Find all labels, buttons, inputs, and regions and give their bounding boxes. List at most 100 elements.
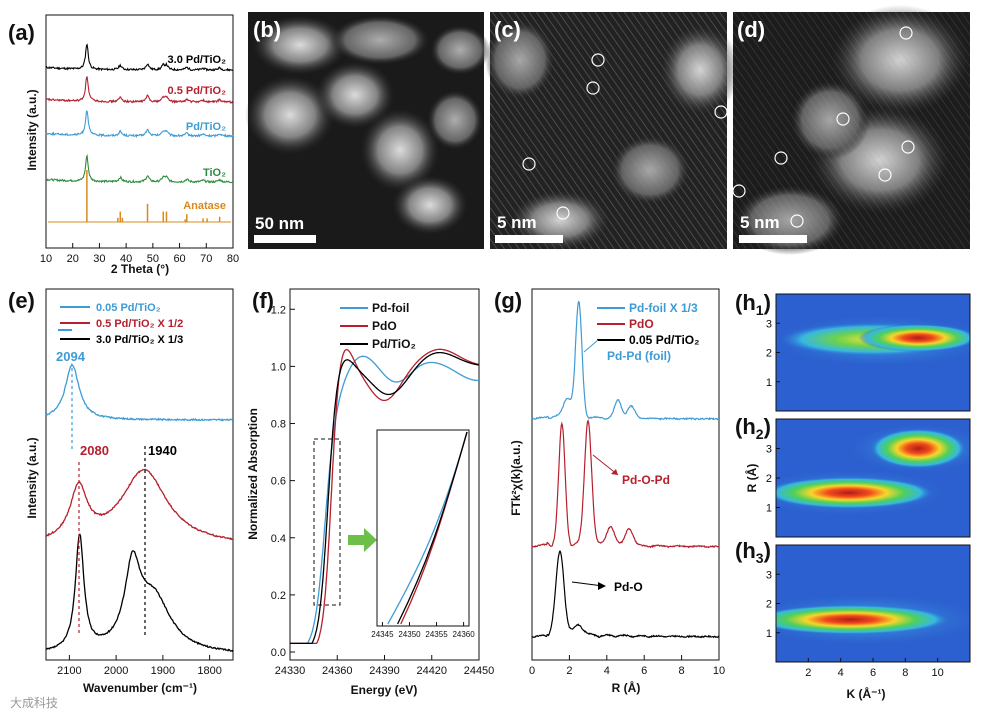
a-x-tick-label: 50 bbox=[147, 253, 159, 265]
h-y-tick-label: 2 bbox=[766, 348, 772, 360]
inset-frame-f bbox=[376, 429, 470, 627]
legend-f-pdo: PdO bbox=[372, 319, 397, 333]
wt-max-h2b bbox=[870, 428, 967, 469]
heatmaps-h: 1 2 3 1 2 3 1 2 3 2 4 6 8 10 bbox=[766, 293, 971, 679]
wt-max-h3 bbox=[776, 604, 951, 635]
g-x-tick-label: 4 bbox=[604, 665, 610, 677]
x-axis-label-a: 2 Theta (°) bbox=[111, 262, 169, 276]
axis-ticks-f: 24330 24360 24390 24420 24450 0.0 0.2 0.4 0.6 0.8… bbox=[271, 304, 495, 677]
h-x-tick-label: 2 bbox=[805, 667, 811, 679]
panel-f: (f) 24330 24360 24390 24420 24450 0.0 0.2 0.4 0.… bbox=[246, 288, 494, 697]
wt-max-h1 bbox=[858, 323, 970, 352]
x-axis-ticks-e: 2100 2000 1900 1800 bbox=[57, 655, 222, 677]
plot-frame-a bbox=[45, 14, 234, 249]
scale-label-d: 5 nm bbox=[740, 213, 780, 232]
panel-label-h2: (h2) bbox=[735, 414, 771, 442]
panel-e: (e) 2100 2000 1900 1800 0.05 Pd/TiO₂ 0.5 Pd… bbox=[8, 288, 234, 695]
h-y-tick-label: 3 bbox=[766, 444, 772, 456]
g-x-tick-label: 0 bbox=[529, 665, 535, 677]
legend-a-anatase: Anatase bbox=[183, 200, 226, 212]
pd-atom-markers-c bbox=[522, 53, 728, 220]
annotation-pd-pd: Pd-Pd (foil) bbox=[607, 349, 671, 363]
legend-a-3pd: 3.0 Pd/TiO₂ bbox=[168, 54, 227, 66]
scale-bar-d bbox=[739, 235, 807, 243]
wt-max-h2a bbox=[776, 476, 934, 509]
xanes-curve-1 bbox=[290, 348, 480, 645]
f-y-tick-label: 1.2 bbox=[271, 304, 286, 316]
inset-tick-label: 24350 bbox=[398, 630, 421, 639]
plot-frame-e bbox=[45, 288, 234, 661]
legend-g-pdo: PdO bbox=[629, 317, 654, 331]
a-x-tick-label: 60 bbox=[173, 253, 185, 265]
panel-label-e: (e) bbox=[8, 288, 35, 313]
h-y-tick-label: 2 bbox=[766, 473, 772, 485]
f-x-tick-label: 24450 bbox=[464, 665, 495, 677]
xanes-curve-0 bbox=[290, 355, 479, 645]
panel-label-d: (d) bbox=[737, 17, 765, 42]
panel-h: (h1) (h2) (h3) 1 2 3 1 2 3 1 2 3 2 4 6 8 10 K (Å⁻¹) R… bbox=[735, 290, 971, 701]
panel-label-h3: (h3) bbox=[735, 538, 771, 566]
panel-b: (b) 50 nm bbox=[245, 12, 490, 249]
annotation-1940: 1940 bbox=[148, 443, 177, 458]
g-x-tick-label: 6 bbox=[641, 665, 647, 677]
legend-a-pd: Pd/TiO₂ bbox=[186, 121, 226, 133]
panel-label-a: (a) bbox=[8, 20, 35, 45]
f-x-tick-label: 24390 bbox=[369, 665, 400, 677]
a-x-tick-label: 40 bbox=[120, 253, 132, 265]
h-y-tick-label: 1 bbox=[766, 503, 772, 515]
panel-d: (d) 5 nm bbox=[732, 5, 970, 255]
xrd-curve-3 bbox=[45, 153, 234, 184]
inset-curve-2 bbox=[397, 431, 468, 625]
a-x-tick-label: 20 bbox=[67, 253, 79, 265]
curves-f bbox=[290, 348, 480, 645]
xanes-curve-2 bbox=[290, 351, 480, 645]
panel-label-c: (c) bbox=[494, 17, 521, 42]
scale-bar-c bbox=[495, 235, 563, 243]
a-x-tick-label: 70 bbox=[200, 253, 212, 265]
pd-atom-markers-d bbox=[732, 26, 915, 228]
x-axis-ticks-a: 10 20 30 40 50 60 70 80 bbox=[40, 243, 239, 265]
f-x-tick-label: 24420 bbox=[416, 665, 447, 677]
h-y-tick-label: 2 bbox=[766, 599, 772, 611]
inset-tick-label: 24345 bbox=[371, 630, 394, 639]
h-x-tick-label: 4 bbox=[838, 667, 844, 679]
legend-a-05pd: 0.5 Pd/TiO₂ bbox=[168, 85, 227, 97]
curves-e bbox=[45, 362, 234, 652]
legend-e-005: 0.05 Pd/TiO₂ bbox=[96, 302, 161, 314]
g-x-tick-label: 8 bbox=[679, 665, 685, 677]
drifts-curve-0 bbox=[45, 362, 234, 422]
panel-label-b: (b) bbox=[253, 17, 281, 42]
f-y-tick-label: 0.8 bbox=[271, 419, 286, 431]
drifts-curve-1 bbox=[45, 468, 234, 541]
a-x-tick-label: 10 bbox=[40, 253, 52, 265]
y-axis-label-f: Normalized Absorption bbox=[246, 408, 260, 540]
scale-label-c: 5 nm bbox=[497, 213, 537, 232]
f-x-tick-label: 24330 bbox=[275, 665, 306, 677]
xrd-curve-0 bbox=[45, 43, 234, 72]
f-y-tick-label: 0.4 bbox=[271, 533, 286, 545]
inset-tick-label: 24360 bbox=[452, 630, 475, 639]
exafs-curve-0 bbox=[531, 300, 720, 421]
xrd-curve-2 bbox=[45, 110, 234, 139]
y-axis-label-h: R (Å) bbox=[744, 464, 759, 493]
legend-f bbox=[340, 307, 368, 345]
h-y-tick-label: 3 bbox=[766, 318, 772, 330]
inset-curves-f: 24345 24350 24355 24360 bbox=[371, 431, 475, 639]
h-y-tick-label: 1 bbox=[766, 628, 772, 640]
inset-tick-label: 24355 bbox=[425, 630, 448, 639]
e-x-tick-label: 2100 bbox=[57, 665, 81, 677]
scale-bar-b bbox=[254, 235, 316, 243]
g-x-tick-label: 2 bbox=[566, 665, 572, 677]
y-axis-label-a: Intensity (a.u.) bbox=[25, 89, 39, 170]
scale-label-b: 50 nm bbox=[255, 214, 304, 233]
panel-c: (c) 5 nm bbox=[485, 12, 740, 250]
plot-frame-g bbox=[531, 288, 720, 661]
curves-a bbox=[45, 43, 234, 223]
annotation-pd-o-pd: Pd-O-Pd bbox=[622, 473, 670, 487]
annotation-2080: 2080 bbox=[80, 443, 109, 458]
f-y-tick-label: 0.0 bbox=[271, 647, 286, 659]
f-y-tick-label: 0.6 bbox=[271, 476, 286, 488]
zoom-region-f bbox=[313, 438, 341, 606]
drifts-curve-2 bbox=[45, 533, 234, 652]
